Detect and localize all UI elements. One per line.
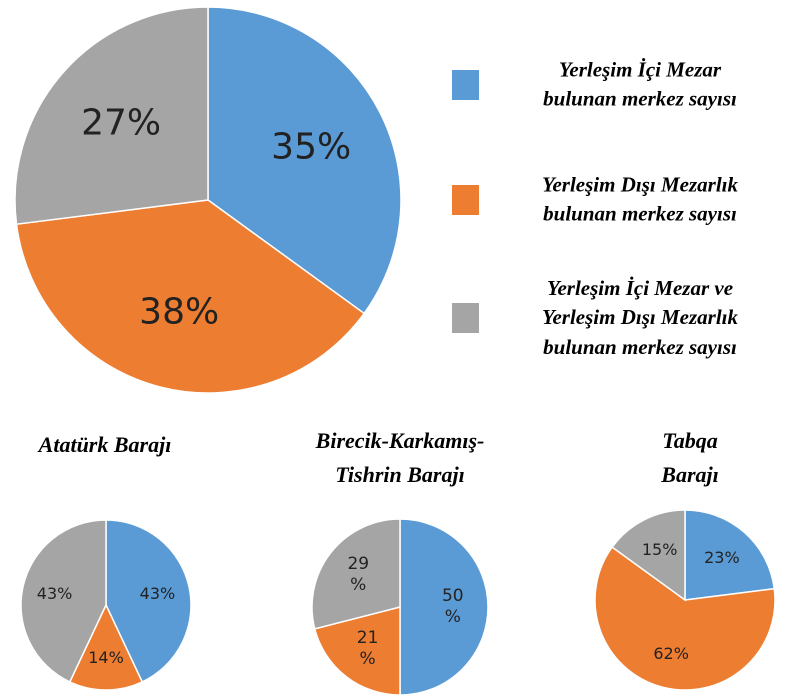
pie-title: Atatürk Barajı (38, 432, 172, 457)
slice-label: 35% (271, 126, 352, 168)
slice-label: 50 % (441, 585, 464, 627)
pie-slice (311, 518, 401, 630)
pie-slice (207, 6, 402, 315)
slice-label: 43% (36, 583, 73, 603)
slice-label: 14% (88, 647, 124, 667)
pie-title: Tabqa Barajı (661, 428, 719, 488)
pie-slice (15, 199, 366, 394)
slice-label: 62% (653, 644, 689, 664)
slice-label: 27% (81, 102, 162, 144)
slice-label: 23% (704, 548, 740, 568)
pie-slice (14, 6, 209, 226)
pie-slice (68, 603, 144, 691)
pie-slice (399, 518, 489, 696)
legend-swatch (452, 70, 479, 100)
slice-label: 38% (139, 291, 220, 333)
slice-label: 15% (641, 540, 678, 560)
pie-slice (684, 509, 776, 601)
legend-swatch (452, 303, 479, 333)
pie-slice (20, 519, 107, 683)
legend-label: Yerleşim Dışı Mezarlık bulunan merkez sa… (541, 172, 738, 226)
slice-label: 21 % (356, 627, 379, 669)
legend-label: Yerleşim İçi Mezar ve Yerleşim Dışı Meza… (541, 275, 738, 359)
pie-slice (313, 606, 401, 696)
pie-title: Birecik-Karkamış- Tishrin Barajı (315, 428, 485, 488)
legend-label: Yerleşim İçi Mezar bulunan merkez sayısı (543, 57, 737, 111)
pie-slice (611, 509, 686, 602)
pie-slice (105, 519, 192, 683)
pie-slice (594, 546, 776, 691)
legend-swatch (452, 185, 479, 215)
slice-label: 43% (139, 583, 176, 603)
slice-label: 29 % (347, 553, 370, 595)
